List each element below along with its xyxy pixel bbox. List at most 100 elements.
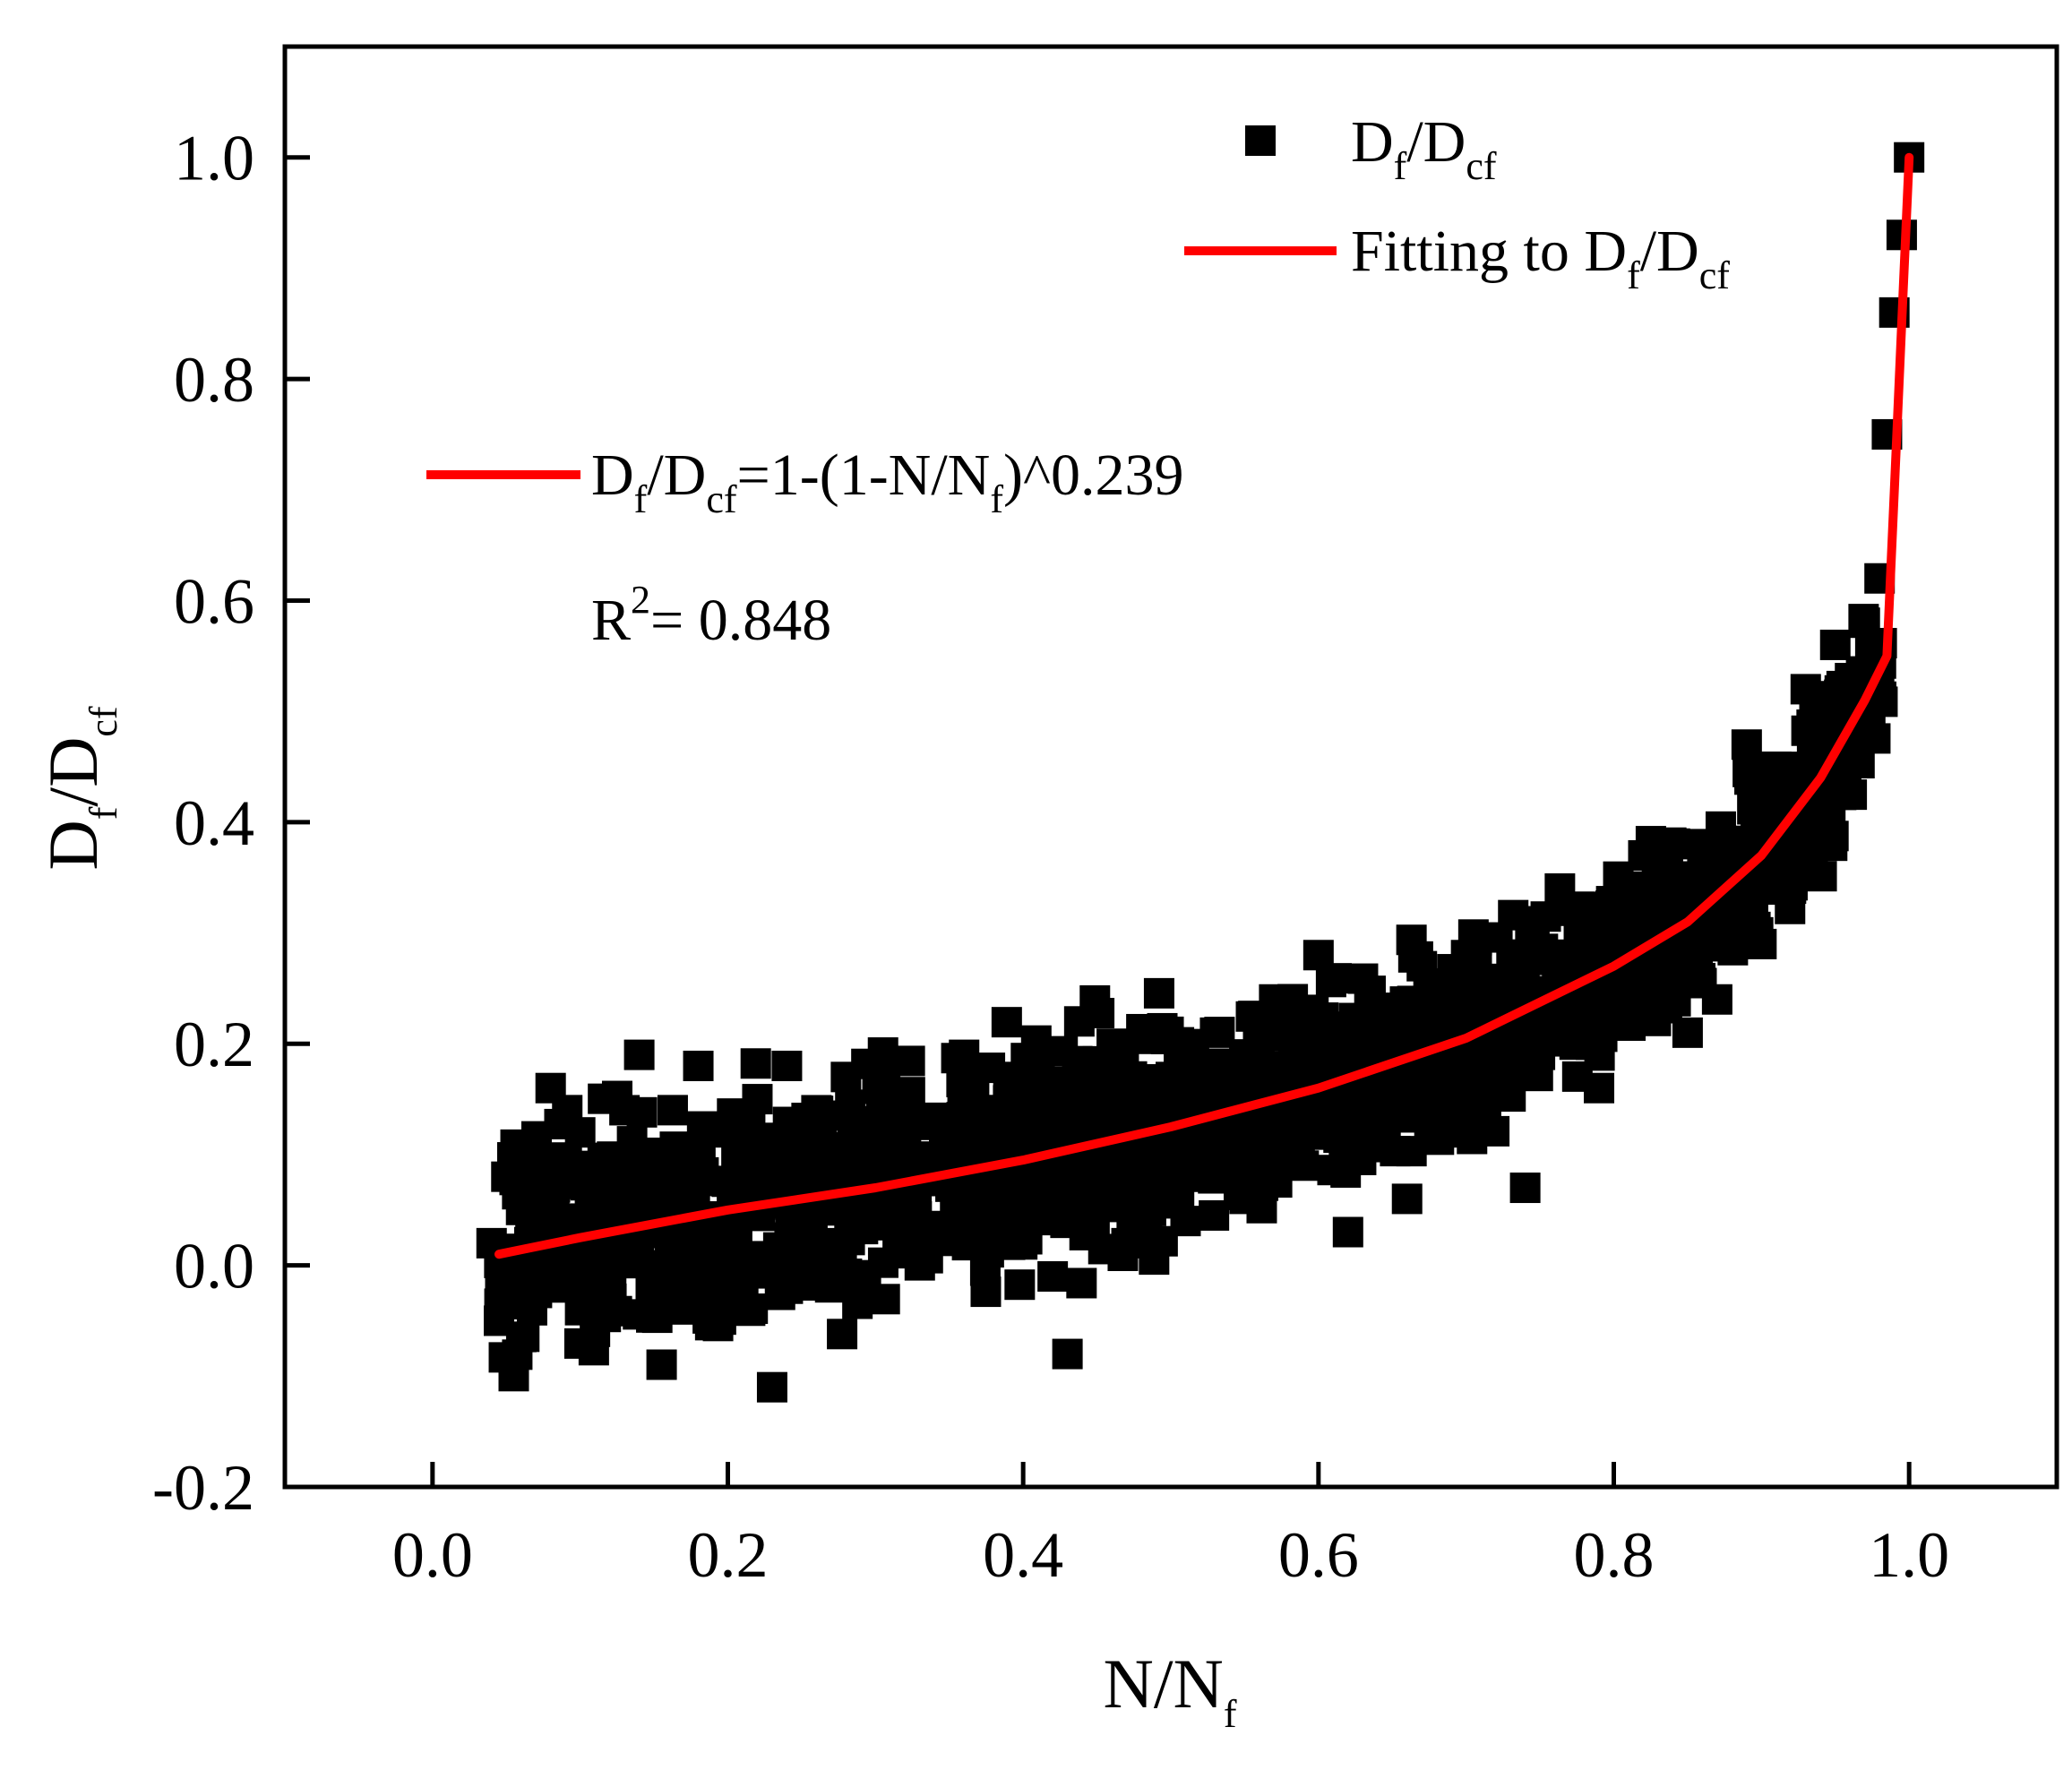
data-point: [1199, 1017, 1231, 1048]
data-point: [1515, 929, 1546, 960]
data-point: [790, 1237, 821, 1268]
data-point: [712, 1117, 744, 1148]
data-point: [1084, 997, 1115, 1028]
data-point: [886, 1130, 917, 1162]
data-point: [801, 1095, 832, 1126]
data-point: [993, 1061, 1024, 1093]
data-point: [1806, 861, 1837, 892]
data-point: [564, 1117, 596, 1148]
data-point: [1790, 674, 1821, 705]
data-point: [830, 1061, 862, 1093]
x-tick-label: 0.8: [1574, 1519, 1655, 1591]
data-point: [1672, 1017, 1703, 1048]
data-point: [1450, 940, 1482, 971]
data-point: [1081, 1173, 1113, 1204]
y-tick-label: 0.0: [174, 1231, 254, 1302]
data-point: [1701, 984, 1732, 1015]
data-point: [1525, 1039, 1556, 1070]
data-point: [1628, 839, 1659, 871]
data-point: [623, 1039, 655, 1070]
data-point: [867, 1037, 898, 1069]
data-point: [620, 1194, 651, 1225]
data-point: [1687, 851, 1718, 882]
data-point: [1143, 977, 1174, 1009]
data-point: [1835, 663, 1866, 694]
legend: Df/Dcf Fitting to Df/Dcf: [1184, 109, 1730, 297]
data-point: [1243, 1050, 1275, 1081]
x-tick-label: 0.6: [1278, 1519, 1359, 1591]
data-point: [491, 1161, 522, 1192]
data-point: [1184, 1084, 1216, 1115]
y-tick-label: 0.6: [174, 565, 254, 637]
data-point: [1657, 873, 1689, 905]
data-point: [1554, 895, 1586, 926]
data-point: [1052, 1338, 1083, 1370]
data-point: [772, 1273, 804, 1304]
data-point: [653, 1138, 684, 1170]
data-point: [1436, 1117, 1467, 1148]
data-point: [1632, 979, 1664, 1010]
data-point: [1096, 1101, 1128, 1132]
data-point: [580, 1316, 611, 1347]
data-point: [1849, 607, 1880, 639]
data-point: [1612, 1006, 1644, 1037]
data-point: [827, 1319, 858, 1350]
data-point: [721, 1147, 752, 1179]
legend-label-fit: Fitting to Df/Dcf: [1351, 219, 1730, 297]
data-point: [1495, 973, 1526, 1004]
data-point: [1047, 1035, 1079, 1067]
data-point: [1746, 928, 1777, 959]
data-point: [1396, 924, 1427, 956]
data-point: [845, 1272, 876, 1303]
data-point: [1347, 963, 1379, 994]
x-axis-title: N/Nf: [1104, 1645, 1237, 1736]
data-point: [1303, 1053, 1334, 1084]
x-tick-label: 0.4: [983, 1519, 1063, 1591]
data-point: [1011, 1224, 1043, 1255]
data-point: [1008, 1194, 1039, 1225]
data-point: [1096, 1028, 1128, 1060]
data-point: [1775, 873, 1807, 905]
y-tick-label: 0.4: [174, 787, 254, 859]
data-point: [686, 1111, 718, 1142]
data-point: [1259, 984, 1290, 1015]
data-point: [884, 1221, 916, 1252]
data-point: [613, 1238, 644, 1269]
data-point: [1509, 1173, 1541, 1204]
data-point: [1108, 1151, 1139, 1182]
data-point: [1406, 950, 1438, 982]
y-axis-title: Df/Dcf: [34, 706, 125, 871]
data-point: [646, 1349, 677, 1380]
data-point: [498, 1361, 529, 1392]
data-point: [946, 1066, 977, 1097]
data-point: [1036, 1067, 1068, 1098]
data-point: [639, 1250, 670, 1281]
data-point: [786, 1161, 817, 1192]
data-point: [559, 1259, 590, 1291]
data-point: [1131, 1023, 1162, 1054]
data-point: [949, 1039, 980, 1070]
data-point: [1046, 1191, 1078, 1223]
data-point: [1362, 1105, 1393, 1137]
data-point: [1569, 1017, 1600, 1048]
data-point: [563, 1151, 594, 1182]
data-point: [1482, 922, 1513, 953]
data-point: [1022, 1105, 1053, 1137]
data-point: [1330, 1156, 1362, 1188]
data-point: [815, 1227, 847, 1259]
data-point: [683, 1050, 714, 1081]
y-tick-label: -0.2: [152, 1452, 254, 1524]
data-point: [970, 1276, 1002, 1308]
data-point: [484, 1305, 515, 1336]
data-point: [1470, 1099, 1501, 1130]
data-point: [742, 1084, 773, 1115]
y-tick-label: 1.0: [174, 123, 254, 194]
data-point: [698, 1283, 729, 1314]
data-point: [609, 1095, 641, 1126]
data-point: [1480, 1061, 1511, 1093]
fit-equation: Df/Dcf=1-(1-N/Nf)^0.239: [591, 442, 1183, 521]
data-point: [1140, 1150, 1172, 1181]
data-point: [963, 1216, 994, 1248]
